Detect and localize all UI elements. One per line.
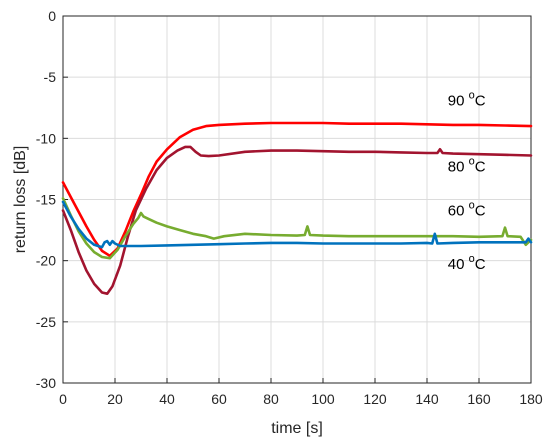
y-axis-label: return loss [dB] [12, 146, 29, 254]
series-label-s80: 80 oC [448, 155, 486, 175]
y-tick-label: -15 [36, 192, 56, 208]
x-tick-label: 140 [415, 391, 439, 407]
x-tick-label: 100 [311, 391, 335, 407]
series-label-s40: 40 oC [448, 253, 486, 273]
series-label-s60: 60 oC [448, 199, 486, 219]
series-lines [61, 121, 533, 295]
x-tick-label: 160 [467, 391, 491, 407]
y-tick-label: -20 [36, 253, 56, 269]
series-line-s90 [61, 121, 533, 258]
x-tick-label: 120 [363, 391, 387, 407]
x-tick-label: 0 [59, 391, 67, 407]
y-tick-label: 0 [48, 8, 56, 24]
y-tick-label: -25 [36, 314, 56, 330]
x-tick-label: 40 [159, 391, 175, 407]
y-tick-label: -10 [36, 130, 56, 146]
x-tick-label: 80 [263, 391, 279, 407]
x-tick-label: 20 [107, 391, 123, 407]
series-line-s40 [61, 200, 533, 249]
x-tick-label: 180 [519, 391, 543, 407]
x-tick-label: 60 [211, 391, 227, 407]
y-tick-label: -30 [36, 375, 56, 391]
series-labels: 90 oC 80 oC 60 oC 40 oC [448, 89, 486, 273]
y-tick-label: -5 [44, 69, 57, 85]
x-axis-label: time [s] [271, 420, 323, 437]
series-line-s60 [61, 197, 533, 260]
series-line-s80 [61, 145, 533, 295]
axis-ticks: 0 20 40 60 80 100 120 140 160 180 0 -5 -10 -15 -20 -25 -… [36, 8, 543, 407]
series-label-s90: 90 oC [448, 89, 486, 109]
